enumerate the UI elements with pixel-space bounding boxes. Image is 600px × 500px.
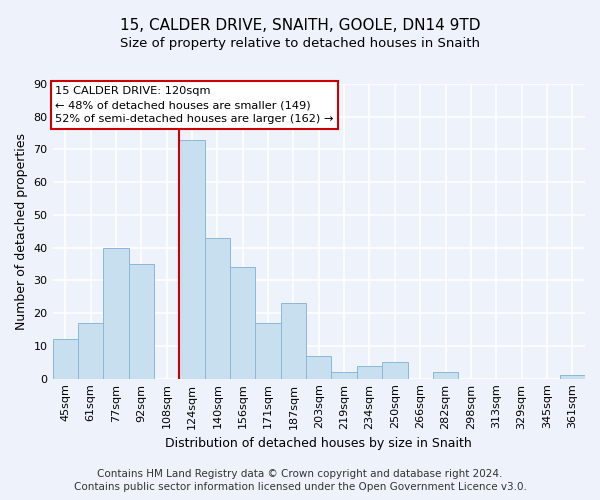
Bar	[331, 372, 357, 378]
Bar	[357, 366, 382, 378]
Text: Contains public sector information licensed under the Open Government Licence v3: Contains public sector information licen…	[74, 482, 526, 492]
Text: 15 CALDER DRIVE: 120sqm
← 48% of detached houses are smaller (149)
52% of semi-d: 15 CALDER DRIVE: 120sqm ← 48% of detache…	[55, 86, 334, 124]
Bar	[382, 362, 407, 378]
Y-axis label: Number of detached properties: Number of detached properties	[15, 133, 28, 330]
X-axis label: Distribution of detached houses by size in Snaith: Distribution of detached houses by size …	[166, 437, 472, 450]
Bar	[306, 356, 331, 378]
Bar	[179, 140, 205, 378]
Bar	[205, 238, 230, 378]
Bar	[78, 323, 103, 378]
Text: 15, CALDER DRIVE, SNAITH, GOOLE, DN14 9TD: 15, CALDER DRIVE, SNAITH, GOOLE, DN14 9T…	[120, 18, 480, 32]
Bar	[560, 376, 585, 378]
Bar	[53, 340, 78, 378]
Bar	[230, 268, 256, 378]
Bar	[256, 323, 281, 378]
Bar	[281, 304, 306, 378]
Bar	[103, 248, 128, 378]
Bar	[433, 372, 458, 378]
Text: Contains HM Land Registry data © Crown copyright and database right 2024.: Contains HM Land Registry data © Crown c…	[97, 469, 503, 479]
Text: Size of property relative to detached houses in Snaith: Size of property relative to detached ho…	[120, 38, 480, 51]
Bar	[128, 264, 154, 378]
